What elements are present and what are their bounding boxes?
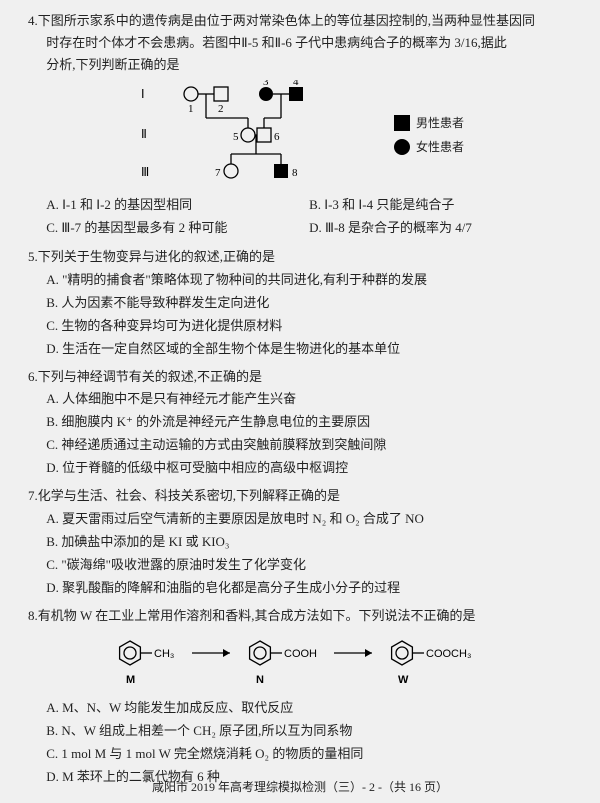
q7-num: 7. (28, 488, 38, 503)
q8-B: B. N、W 组成上相差一个 CH₂ 原子团,所以互为同系物 (46, 720, 572, 742)
q7-B: B. 加碘盐中添加的是 KI 或 KIO₃ (46, 531, 572, 553)
q4-C: C. Ⅲ-7 的基因型最多有 2 种可能 (46, 217, 309, 239)
chem-scheme: .cl{stroke:#000;stroke-width:1.3;fill:no… (28, 631, 572, 691)
gen-II-label: Ⅱ (141, 127, 147, 141)
gen-I-label: Ⅰ (141, 87, 145, 101)
n3: 3 (263, 80, 269, 88)
q5-options: A. "精明的捕食者"策略体现了物种间的共同进化,有利于种群的发展 B. 人为因… (28, 269, 572, 360)
q6-D: D. 位于脊髓的低级中枢可受脑中相应的高级中枢调控 (46, 457, 572, 479)
q5-t: 下列关于生物变异与进化的叙述,正确的是 (38, 249, 275, 264)
gen-III-label: Ⅲ (141, 165, 149, 179)
w-label: W (398, 674, 409, 686)
q4-t1: 下图所示家系中的遗传病是由位于两对常染色体上的等位基因控制的,当两种显性基因同 (38, 13, 535, 28)
question-8: 8.有机物 W 在工业上常用作溶剂和香料,其合成方法如下。下列说法不正确的是 .… (28, 605, 572, 788)
q4-stem-1: 4.下图所示家系中的遗传病是由位于两对常染色体上的等位基因控制的,当两种显性基因… (28, 10, 572, 32)
legend-male-text: 男性患者 (416, 113, 464, 133)
page-footer: 咸阳市 2019 年高考理综模拟检测（三）- 2 -（共 16 页） (0, 777, 600, 797)
q8-A: A. M、N、W 均能发生加成反应、取代反应 (46, 697, 572, 719)
question-4: 4.下图所示家系中的遗传病是由位于两对常染色体上的等位基因控制的,当两种显性基因… (28, 10, 572, 240)
n-cooh: COOH (284, 648, 317, 660)
q5-D: D. 生活在一定自然区域的全部生物个体是生物进化的基本单位 (46, 338, 572, 360)
m-ch3: CH₃ (154, 648, 174, 660)
n4: 4 (293, 80, 299, 88)
q8-stem: 8.有机物 W 在工业上常用作溶剂和香料,其合成方法如下。下列说法不正确的是 (28, 605, 572, 627)
circle-icon (394, 139, 410, 155)
q6-num: 6. (28, 369, 38, 384)
q8-num: 8. (28, 608, 38, 623)
q6-options: A. 人体细胞中不是只有神经元才能产生兴奋 B. 细胞膜内 K⁺ 的外流是神经元… (28, 388, 572, 479)
q4-stem-2: 时存在时个体才不会患病。若图中Ⅱ-5 和Ⅱ-6 子代中患病纯合子的概率为 3/1… (28, 32, 572, 54)
q4-A: A. Ⅰ-1 和 Ⅰ-2 的基因型相同 (46, 194, 309, 216)
question-7: 7.化学与生活、社会、科技关系密切,下列解释正确的是 A. 夏天雷雨过后空气清新… (28, 485, 572, 598)
q5-B: B. 人为因素不能导致种群发生定向进化 (46, 292, 572, 314)
q7-D: D. 聚乳酸酯的降解和油脂的皂化都是高分子生成小分子的过程 (46, 577, 572, 599)
q7-C: C. "碳海绵"吸收泄露的原油时发生了化学变化 (46, 554, 572, 576)
legend-male: 男性患者 (394, 113, 464, 133)
n1: 1 (188, 103, 194, 115)
pedigree-svg: .l{stroke:#000;stroke-width:1.3;fill:non… (136, 80, 366, 190)
m-label: M (126, 674, 135, 686)
q8-C: C. 1 mol M 与 1 mol W 完全燃烧消耗 O₂ 的物质的量相同 (46, 743, 572, 765)
q4-num: 4. (28, 13, 38, 28)
q6-B: B. 细胞膜内 K⁺ 的外流是神经元产生静息电位的主要原因 (46, 411, 572, 433)
q7-A: A. 夏天雷雨过后空气清新的主要原因是放电时 N₂ 和 O₂ 合成了 NO (46, 508, 572, 530)
q6-stem: 6.下列与神经调节有关的叙述,不正确的是 (28, 366, 572, 388)
q4-D: D. Ⅲ-8 是杂合子的概率为 4/7 (309, 217, 572, 239)
chem-svg: .cl{stroke:#000;stroke-width:1.3;fill:no… (100, 631, 500, 691)
q7-t: 化学与生活、社会、科技关系密切,下列解释正确的是 (38, 488, 340, 503)
q5-C: C. 生物的各种变异均可为进化提供原材料 (46, 315, 572, 337)
pedigree-legend: 男性患者 女性患者 (394, 109, 464, 162)
legend-female-text: 女性患者 (416, 137, 464, 157)
n2: 2 (218, 103, 224, 115)
q4-B: B. Ⅰ-3 和 Ⅰ-4 只能是纯合子 (309, 194, 572, 216)
question-5: 5.下列关于生物变异与进化的叙述,正确的是 A. "精明的捕食者"策略体现了物种… (28, 246, 572, 359)
q4-stem-3: 分析,下列判断正确的是 (28, 54, 572, 76)
q6-C: C. 神经递质通过主动运输的方式由突触前膜释放到突触间隙 (46, 434, 572, 456)
q5-A: A. "精明的捕食者"策略体现了物种间的共同进化,有利于种群的发展 (46, 269, 572, 291)
q7-options: A. 夏天雷雨过后空气清新的主要原因是放电时 N₂ 和 O₂ 合成了 NO B.… (28, 508, 572, 599)
legend-female: 女性患者 (394, 137, 464, 157)
w-cooch3: COOCH₃ (426, 648, 471, 660)
q5-stem: 5.下列关于生物变异与进化的叙述,正确的是 (28, 246, 572, 268)
pedigree-figure: .l{stroke:#000;stroke-width:1.3;fill:non… (28, 80, 572, 190)
q6-t: 下列与神经调节有关的叙述,不正确的是 (38, 369, 262, 384)
square-icon (394, 115, 410, 131)
n7: 7 (215, 167, 221, 179)
q8-options: A. M、N、W 均能发生加成反应、取代反应 B. N、W 组成上相差一个 CH… (28, 697, 572, 788)
q8-t: 有机物 W 在工业上常用作溶剂和香料,其合成方法如下。下列说法不正确的是 (38, 608, 476, 623)
q4-options: A. Ⅰ-1 和 Ⅰ-2 的基因型相同 B. Ⅰ-3 和 Ⅰ-4 只能是纯合子 … (28, 194, 572, 240)
n5: 5 (233, 131, 239, 143)
question-6: 6.下列与神经调节有关的叙述,不正确的是 A. 人体细胞中不是只有神经元才能产生… (28, 366, 572, 479)
n8: 8 (292, 167, 298, 179)
q5-num: 5. (28, 249, 38, 264)
n6: 6 (274, 131, 280, 143)
q7-stem: 7.化学与生活、社会、科技关系密切,下列解释正确的是 (28, 485, 572, 507)
n-label: N (256, 674, 264, 686)
q6-A: A. 人体细胞中不是只有神经元才能产生兴奋 (46, 388, 572, 410)
